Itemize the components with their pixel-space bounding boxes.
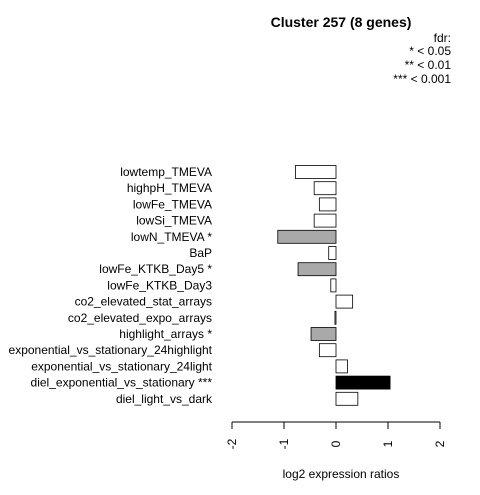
bar — [335, 391, 359, 406]
x-tick-label: -2 — [225, 438, 239, 449]
bar — [335, 375, 391, 390]
x-axis-label: log2 expression ratios — [283, 467, 400, 481]
category-label: lowtemp_TMEVA — [120, 165, 212, 179]
category-label: highpH_TMEVA — [127, 181, 212, 195]
chart-title: Cluster 257 (8 genes) — [271, 14, 412, 30]
bar — [335, 359, 348, 374]
bar — [318, 197, 337, 212]
x-tick-label: -1 — [277, 438, 291, 449]
category-label: lowFe_KTKB_Day3 — [107, 278, 212, 292]
x-axis: -2 -1 0 1 2 — [225, 421, 447, 449]
x-tick-label: 2 — [433, 440, 447, 447]
category-label: diel_exponential_vs_stationary *** — [31, 376, 213, 390]
legend-entry: *** < 0.001 — [393, 72, 451, 86]
category-label: lowSi_TMEVA — [136, 214, 212, 228]
legend-entry: * < 0.05 — [409, 44, 451, 58]
category-labels: lowtemp_TMEVA highpH_TMEVA lowFe_TMEVA lowS… — [9, 165, 213, 406]
bar — [310, 327, 337, 341]
category-label: diel_light_vs_dark — [116, 392, 213, 406]
bar — [277, 229, 337, 244]
category-label: lowFe_TMEVA — [133, 197, 212, 211]
bar — [335, 294, 354, 309]
bar — [313, 213, 337, 228]
bar — [295, 165, 337, 179]
category-label: co2_elevated_expo_arrays — [68, 311, 212, 325]
legend-heading: fdr: — [434, 31, 451, 45]
bar — [330, 278, 337, 293]
bars — [277, 165, 391, 406]
x-tick-label: 0 — [329, 440, 343, 447]
legend-entry: ** < 0.01 — [405, 58, 452, 72]
legend: fdr: * < 0.05 ** < 0.01 *** < 0.001 — [393, 31, 451, 86]
category-label: lowFe_KTKB_Day5 * — [99, 262, 212, 276]
bar — [318, 343, 337, 358]
category-label: highlight_arrays * — [119, 327, 212, 341]
category-label: co2_elevated_stat_arrays — [75, 295, 212, 309]
category-label: lowN_TMEVA * — [131, 230, 212, 244]
category-label: exponential_vs_stationary_24light — [31, 359, 212, 373]
category-label: exponential_vs_stationary_24highlight — [9, 343, 213, 357]
bar — [334, 310, 337, 325]
bar — [313, 181, 337, 196]
bar — [297, 262, 337, 277]
bar — [328, 246, 337, 260]
x-tick-label: 1 — [381, 440, 395, 447]
category-label: BaP — [189, 246, 212, 260]
